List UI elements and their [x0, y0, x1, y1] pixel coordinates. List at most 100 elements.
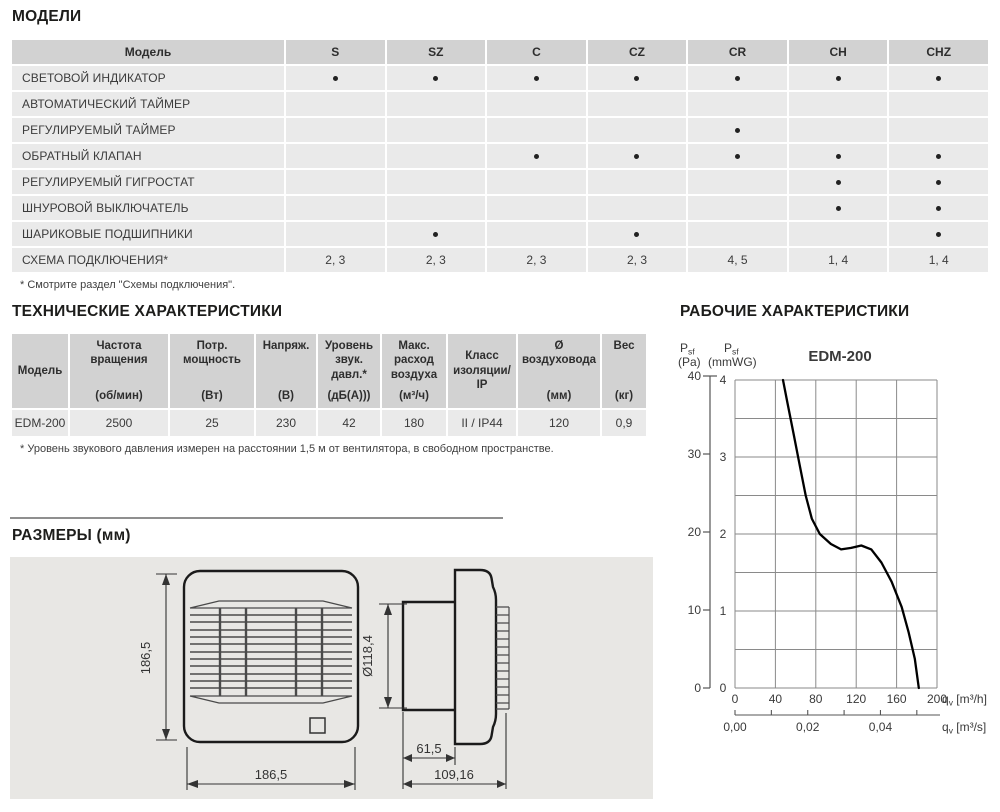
models-section-title: МОДЕЛИ — [12, 8, 82, 25]
feature-row-label: АВТОМАТИЧЕСКИЙ ТАЙМЕР — [12, 92, 284, 116]
spec-column-header: Уровень звук. давл.* (дБ(А))) — [318, 334, 380, 408]
grille-louvers — [190, 614, 352, 689]
feature-cell — [487, 92, 586, 116]
duct-diameter-dimension — [379, 603, 407, 709]
model-column-header: S — [286, 40, 385, 64]
svg-text:4: 4 — [720, 373, 727, 387]
feature-dot — [735, 153, 741, 159]
feature-cell — [788, 170, 888, 194]
m3s-axis — [734, 710, 940, 716]
dimension-drawings: 186,5 186,5 Ø118,4 — [138, 568, 510, 790]
feature-cell: 4, 5 — [688, 248, 787, 272]
feature-dot — [835, 179, 841, 185]
feature-cell — [386, 222, 486, 246]
svg-text:(mmWG): (mmWG) — [708, 355, 757, 369]
feature-cell — [587, 196, 687, 220]
feature-cell — [889, 118, 988, 142]
feature-cell — [286, 66, 385, 90]
svg-text:1: 1 — [720, 604, 727, 618]
feature-dot — [433, 231, 439, 237]
feature-dot — [936, 179, 942, 185]
model-column-header: CHZ — [889, 40, 988, 64]
fins — [496, 606, 509, 710]
performance-section-title: РАБОЧИЕ ХАРАКТЕРИСТИКИ — [680, 303, 910, 320]
tech-footnote: * Уровень звукового давления измерен на … — [20, 443, 554, 455]
feature-cell — [386, 196, 486, 220]
spec-value-cell: 180 — [382, 410, 446, 436]
feature-cell — [788, 118, 888, 142]
svg-text:40: 40 — [688, 369, 702, 383]
axis-unit-label: Psf — [724, 341, 739, 357]
svg-text:0,02: 0,02 — [796, 720, 820, 734]
duct-outline — [401, 600, 455, 712]
feature-cell — [487, 170, 586, 194]
feature-row-label: ОБРАТНЫЙ КЛАПАН — [12, 144, 284, 168]
svg-text:40: 40 — [769, 692, 783, 706]
svg-text:0,00: 0,00 — [723, 720, 747, 734]
axis-unit-label: Psf — [680, 341, 695, 357]
spec-column-header: Вес (кг) — [602, 334, 646, 408]
feature-cell — [286, 196, 385, 220]
svg-text:30: 30 — [688, 447, 702, 461]
feature-cell: 1, 4 — [889, 248, 988, 272]
models-footnote: * Смотрите раздел "Схемы подключения". — [20, 279, 236, 291]
duct-diameter-label: Ø118,4 — [360, 635, 375, 677]
feature-cell — [286, 92, 385, 116]
spec-value-cell: 0,9 — [602, 410, 646, 436]
feature-row-label: РЕГУЛИРУЕМЫЙ ГИГРОСТАТ — [12, 170, 284, 194]
grille-top-hood — [189, 600, 353, 609]
tech-section-title: ТЕХНИЧЕСКИЕ ХАРАКТЕРИСТИКИ — [12, 303, 283, 320]
svg-text:0,04: 0,04 — [869, 720, 893, 734]
feature-cell — [487, 118, 586, 142]
feature-cell: 2, 3 — [286, 248, 385, 272]
feature-cell — [587, 144, 687, 168]
feature-dot — [533, 153, 539, 159]
duct-length-label: 61,5 — [416, 741, 441, 756]
feature-cell — [587, 92, 687, 116]
spec-column-header: Класс изоляции/ IP — [448, 334, 516, 408]
svg-text:(Pa): (Pa) — [678, 355, 701, 369]
feature-dot — [835, 153, 841, 159]
feature-cell — [688, 92, 787, 116]
model-column-header: C — [487, 40, 586, 64]
spec-column-header: Напряж. (В) — [256, 334, 316, 408]
feature-cell — [788, 92, 888, 116]
feature-cell — [688, 196, 787, 220]
body-outline — [453, 568, 498, 746]
grille-bottom-hood — [189, 695, 353, 704]
feature-row-label: СХЕМА ПОДКЛЮЧЕНИЯ* — [12, 248, 284, 272]
feature-cell: 2, 3 — [587, 248, 687, 272]
indicator-window — [309, 717, 326, 734]
spec-value-cell: EDM-200 — [12, 410, 68, 436]
feature-cell — [587, 222, 687, 246]
pa-axis — [703, 375, 717, 689]
chart-model-title: EDM-200 — [808, 348, 871, 365]
feature-row-label: ШНУРОВОЙ ВЫКЛЮЧАТЕЛЬ — [12, 196, 284, 220]
fan-curve — [781, 378, 920, 690]
feature-cell — [688, 144, 787, 168]
feature-dot — [735, 75, 741, 81]
feature-cell — [889, 196, 988, 220]
feature-cell — [688, 170, 787, 194]
spec-column-header: Потр. мощность (Вт) — [170, 334, 254, 408]
feature-row-label: ШАРИКОВЫЕ ПОДШИПНИКИ — [12, 222, 284, 246]
feature-cell — [487, 66, 586, 90]
spec-column-header: Ø воздуховода (мм) — [518, 334, 600, 408]
feature-cell — [788, 196, 888, 220]
feature-cell — [889, 222, 988, 246]
section-divider — [10, 517, 503, 519]
fan-front-view-drawing: 186,5 186,5 — [138, 569, 360, 790]
feature-dot — [835, 75, 841, 81]
svg-text:160: 160 — [887, 692, 907, 706]
spec-value-cell: 42 — [318, 410, 380, 436]
svg-text:2: 2 — [720, 527, 727, 541]
feature-row-label: СВЕТОВОЙ ИНДИКАТОР — [12, 66, 284, 90]
models-feature-table: Модель S SZ C CZ CR CH CHZ СВЕТОВОЙ ИНДИКАТОР АВТ… — [12, 40, 988, 272]
tech-spec-table: Модель Частота вращения (об/мин) Потр. мощн… — [12, 334, 646, 436]
axis-unit-label: qv [m³/h] — [942, 692, 987, 708]
feature-row-label: РЕГУЛИРУЕМЫЙ ТАЙМЕР — [12, 118, 284, 142]
feature-dot — [433, 75, 439, 81]
total-depth-label: 109,16 — [434, 767, 474, 782]
feature-dot — [835, 205, 841, 211]
